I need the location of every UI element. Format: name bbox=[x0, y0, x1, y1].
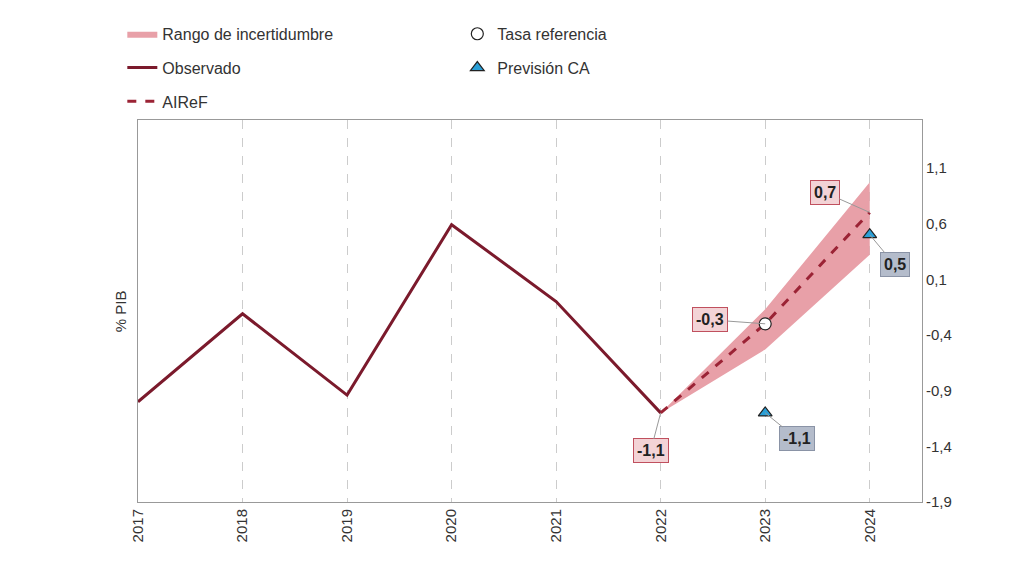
svg-text:0,5: 0,5 bbox=[884, 256, 906, 273]
svg-text:-1,4: -1,4 bbox=[926, 438, 952, 455]
svg-text:-0,4: -0,4 bbox=[926, 326, 952, 343]
svg-text:Previsión CA: Previsión CA bbox=[497, 60, 590, 77]
svg-text:0,6: 0,6 bbox=[926, 215, 947, 232]
svg-text:-0,9: -0,9 bbox=[926, 382, 952, 399]
svg-text:0,1: 0,1 bbox=[926, 271, 947, 288]
svg-text:2020: 2020 bbox=[442, 509, 459, 542]
svg-text:2024: 2024 bbox=[861, 509, 878, 542]
svg-text:AIReF: AIReF bbox=[162, 94, 208, 111]
svg-text:-1,1: -1,1 bbox=[783, 430, 811, 447]
svg-text:Observado: Observado bbox=[162, 60, 240, 77]
svg-text:% PIB: % PIB bbox=[112, 291, 129, 333]
svg-text:2018: 2018 bbox=[233, 509, 250, 542]
svg-text:2021: 2021 bbox=[547, 509, 564, 542]
svg-text:2017: 2017 bbox=[129, 509, 146, 542]
svg-text:Tasa referencia: Tasa referencia bbox=[497, 26, 606, 43]
svg-text:-1,9: -1,9 bbox=[926, 493, 952, 510]
svg-text:0,7: 0,7 bbox=[814, 184, 836, 201]
svg-text:2022: 2022 bbox=[652, 509, 669, 542]
svg-text:2023: 2023 bbox=[756, 509, 773, 542]
svg-text:2019: 2019 bbox=[338, 509, 355, 542]
svg-text:-1,1: -1,1 bbox=[637, 442, 665, 459]
svg-text:1,1: 1,1 bbox=[926, 159, 947, 176]
svg-text:Rango de incertidumbre: Rango de incertidumbre bbox=[162, 26, 333, 43]
svg-text:-0,3: -0,3 bbox=[696, 311, 724, 328]
